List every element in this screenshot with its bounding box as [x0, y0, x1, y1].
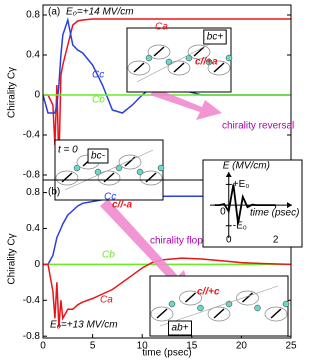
plot-frame: [42, 179, 292, 339]
series-label: Cb: [92, 95, 105, 106]
series-line: [42, 17, 291, 114]
molecule-inset: [54, 139, 165, 201]
x-tick-label: 15: [186, 341, 198, 352]
y-axis-label: Chirality Cγ: [7, 233, 18, 284]
annotation: bc-: [91, 151, 106, 162]
atom: [225, 54, 233, 62]
spin-cone: [207, 306, 231, 322]
series-label: Cc: [92, 70, 104, 81]
inset-frame: [202, 159, 303, 248]
atom: [197, 304, 204, 312]
y-tick-label: 0: [220, 207, 226, 218]
y-axis-label: E (MV/cm): [223, 161, 270, 172]
label-box: [168, 320, 192, 336]
spin-cone: [179, 290, 202, 306]
spin-cone: [147, 44, 171, 60]
x-tick-label: 2: [273, 235, 279, 246]
y-axis-label: Chirality Cγ: [7, 67, 18, 118]
spin-cone: [97, 170, 121, 186]
annotation: ab+: [172, 323, 189, 334]
y-tick-label: -0.8: [23, 331, 41, 342]
spin-cone: [167, 60, 191, 76]
atom: [115, 164, 123, 172]
y-tick-label: +E₀: [233, 179, 250, 190]
spin-arrow: [173, 62, 185, 73]
series-label: Ca: [100, 295, 113, 306]
y-tick-label: 0.4: [26, 50, 40, 61]
spin-arrow: [153, 46, 165, 57]
x-tick-label: 0: [226, 235, 232, 246]
spin-cone: [236, 290, 259, 306]
series-label: Cb: [102, 250, 115, 261]
spin-arrow: [193, 46, 205, 57]
spin-arrow: [213, 308, 225, 319]
annotation: chirality reversal: [222, 121, 294, 132]
molecule-inset: [149, 275, 290, 337]
spin-cone: [264, 306, 288, 322]
annotation: bc+: [207, 32, 224, 43]
label-box: [203, 29, 227, 45]
atom: [145, 54, 153, 62]
arrow: [150, 88, 222, 120]
atom: [157, 164, 165, 172]
series-label: Ca: [155, 22, 168, 33]
arrow: [100, 199, 192, 298]
annotation: c//-a: [112, 200, 132, 211]
atom: [254, 304, 261, 312]
label-box: [87, 148, 109, 164]
spin-cone: [127, 60, 151, 76]
spin-arrow: [270, 308, 282, 319]
annotation: E₀=+13 MV/cm: [50, 320, 118, 331]
spin-cone: [187, 44, 211, 60]
y-tick-label: -E₀: [233, 220, 247, 231]
x-tick-label: 25: [285, 341, 297, 352]
annotation: c//+c: [197, 287, 220, 298]
annotation: E₀=+14 MV/cm: [66, 7, 134, 18]
spin-cone: [207, 60, 231, 76]
annotation: chirality flop: [150, 236, 203, 247]
y-tick-label: 0: [34, 90, 40, 101]
y-tick-label: -0.4: [23, 130, 41, 141]
annotation: (b): [48, 187, 60, 198]
spin-arrow: [156, 308, 168, 319]
atom: [282, 300, 290, 308]
y-tick-label: 0.8: [26, 10, 40, 21]
bond: [136, 37, 222, 83]
waveform: [214, 184, 276, 224]
annotation: (a): [48, 7, 60, 18]
annotation: t = 0: [58, 145, 78, 156]
spin-cone: [55, 170, 79, 186]
y-tick-label: 0.4: [26, 223, 40, 234]
annotation: c//+a: [195, 57, 218, 68]
atom: [73, 164, 81, 172]
atom: [168, 300, 176, 308]
atom: [225, 300, 233, 308]
spin-arrow: [133, 62, 145, 73]
series-label: Cc: [104, 192, 116, 203]
x-tick-label: 20: [236, 341, 248, 352]
x-tick-label: 10: [137, 341, 149, 352]
spin-cone: [139, 170, 163, 186]
y-tick-label: 0.8: [26, 187, 40, 198]
spin-arrow: [241, 292, 254, 303]
y-tick-label: -0.4: [23, 295, 41, 306]
spin-cone: [150, 306, 174, 322]
y-tick-label: 0: [34, 259, 40, 270]
y-tick-label: -0.8: [23, 170, 41, 181]
series-line: [43, 195, 291, 266]
bond: [159, 285, 279, 327]
spin-arrow: [184, 292, 197, 303]
spin-cone: [118, 154, 142, 170]
spin-arrow: [124, 156, 136, 167]
x-tick-label: 0: [40, 341, 46, 352]
series-line: [43, 257, 292, 328]
spin-arrow: [213, 62, 225, 73]
figure: 0.8 0.4 0 -0.4 -0.8 Chirality Cγ 0.8 0.4 0 -0.4 -0…: [6, 4, 303, 359]
bond: [64, 149, 154, 191]
x-tick-label: 5: [90, 341, 96, 352]
x-axis-label: time (psec): [250, 208, 299, 219]
atom: [136, 168, 144, 176]
x-axis-label: time (psec): [142, 348, 191, 359]
